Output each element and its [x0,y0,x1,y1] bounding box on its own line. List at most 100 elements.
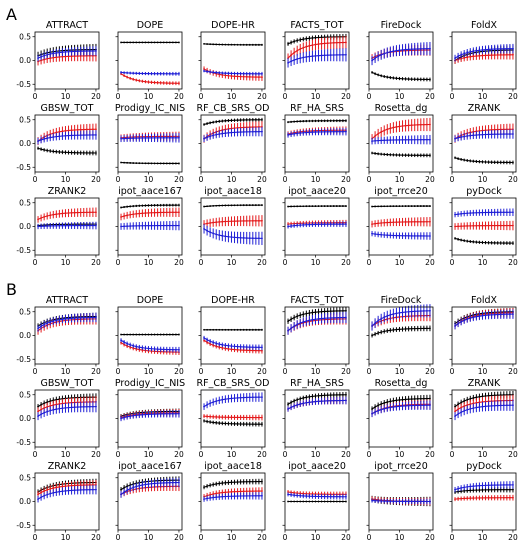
x-tick-label: 10 [395,533,405,542]
series-line [454,311,513,325]
x-tick-label: 10 [311,533,321,542]
series-line [454,157,513,164]
series [454,399,514,421]
panel: pyDock 0 10 20 [449,186,518,267]
series-line [120,211,179,218]
series-line [371,139,430,142]
y-tick-label: 0.5 [19,473,31,482]
x-tick-label: 0 [33,367,38,376]
series-line [454,399,513,412]
series-line [120,204,179,209]
series [287,35,347,63]
panel-title: ipot_aace167 [118,186,182,197]
x-tick-label: 20 [257,533,267,542]
series-line [203,204,262,208]
x-tick-label: 20 [425,175,435,184]
plot-frame [34,114,100,173]
x-tick-label: 20 [91,367,101,376]
series-line [120,410,179,417]
series [37,207,97,223]
series [287,48,347,68]
series-line [454,128,513,140]
y-tick-label: 0.0 [19,414,31,423]
series [203,42,263,46]
x-tick-label: 0 [116,367,121,376]
panel-title: FACTS_TOT [290,295,343,306]
panel-title: ipot_aace18 [204,186,262,197]
x-tick-label: 10 [227,367,237,376]
x-tick-label: 20 [425,92,435,101]
panel: ipot_aace18 0 10 20 [198,186,267,267]
y-tick-label: 0.0 [19,139,31,148]
panel: ATTRACT -0.5 0.0 0.5 0 10 20 [16,295,101,376]
panel: ipot_aace20 0 10 20 [282,186,351,267]
panel: GBSW_TOT -0.5 0.0 0.5 0 10 20 [16,378,101,459]
series [371,498,431,505]
series [203,392,263,410]
series-line [371,327,430,337]
series [203,215,263,229]
panel: RF_CB_SRS_OD 0 10 20 [197,378,270,459]
series-line [371,310,430,327]
panel-title: DOPE-HR [211,20,255,31]
plot-frame [284,114,350,173]
series [120,338,180,353]
x-tick-label: 20 [425,450,435,459]
series-line [121,161,179,164]
series-line [454,49,513,61]
y-tick-label: -0.5 [16,246,31,255]
panel-title: ZRANK [468,378,501,389]
panel-title: Prodigy_IC_NIS [115,103,185,114]
y-tick-label: 0.0 [19,222,31,231]
series [454,494,514,502]
x-tick-label: 10 [478,175,488,184]
series [120,71,180,76]
y-tick-label: 0.0 [19,497,31,506]
x-tick-label: 20 [257,258,267,267]
series-line [371,152,430,156]
series [203,117,263,126]
series-line [287,493,346,498]
x-tick-label: 20 [341,175,351,184]
panel: ipot_aace167 0 10 20 [115,461,184,542]
panel: pyDock 0 10 20 [449,461,518,542]
panel-title: RF_HA_SRS [290,103,344,114]
x-tick-label: 0 [283,367,288,376]
series-line [120,73,179,84]
x-tick-label: 0 [199,175,204,184]
y-tick-label: 0.5 [19,198,31,207]
series [371,205,431,208]
series [371,217,431,228]
series [287,127,347,138]
panel-title: ZRANK [468,103,501,114]
series-line [37,489,96,500]
series-line [454,133,513,140]
x-tick-label: 0 [116,450,121,459]
series [37,484,97,503]
x-tick-label: 20 [174,450,184,459]
x-tick-label: 0 [450,533,455,542]
panel: FoldX 0 10 20 [449,295,518,376]
panel: DOPE 0 10 20 [115,295,184,376]
series [203,224,263,246]
series-line [454,313,513,327]
series-line [287,399,346,410]
x-tick-label: 0 [116,533,121,542]
x-tick-label: 20 [341,92,351,101]
x-tick-label: 20 [174,92,184,101]
x-tick-label: 0 [283,450,288,459]
series-line [371,221,430,225]
series-line [37,315,96,327]
series [287,205,347,208]
series [454,156,514,165]
series-line [203,481,262,488]
x-tick-label: 0 [450,175,455,184]
series-line [287,491,346,495]
series-line [203,420,262,425]
series-line [287,131,346,136]
series [203,69,263,76]
series-line [120,413,179,420]
x-tick-label: 20 [341,258,351,267]
series-line [37,316,96,329]
series [203,492,263,502]
